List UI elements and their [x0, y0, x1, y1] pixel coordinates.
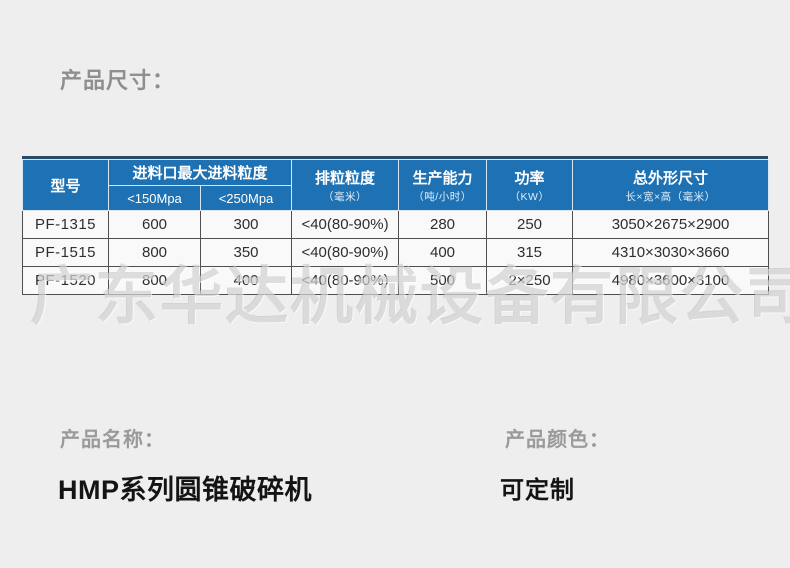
spec-table: 型号 进料口最大进料粒度 排粒粒度 （毫米） 生产能力 （吨/小时） 功率 （K… — [22, 156, 770, 295]
cell-size: 4980×3600×3100 — [572, 266, 770, 295]
cell-feed250: 300 — [199, 210, 293, 239]
header-discharge-unit: （毫米） — [323, 190, 368, 203]
header-size-unit: 长×宽×高（毫米） — [625, 190, 716, 203]
header-discharge: 排粒粒度 （毫米） — [291, 159, 400, 211]
cell-power: 315 — [486, 238, 574, 267]
cell-feed150: 800 — [108, 266, 201, 295]
cell-model: PF-1515 — [22, 238, 109, 267]
cell-model: PF-1520 — [22, 266, 109, 295]
cell-discharge: <40(80-90%) — [291, 210, 400, 239]
header-power-unit: （KW） — [509, 190, 550, 203]
cell-capacity: 500 — [398, 266, 488, 295]
header-size: 总外形尺寸 长×宽×高（毫米） — [572, 159, 770, 211]
cell-feed150: 800 — [108, 238, 201, 267]
cell-size: 4310×3030×3660 — [572, 238, 770, 267]
header-feed-group: 进料口最大进料粒度 — [107, 159, 293, 186]
cell-feed150: 600 — [108, 210, 201, 239]
cell-capacity: 280 — [398, 210, 488, 239]
cell-feed250: 350 — [199, 238, 293, 267]
cell-power: 250 — [486, 210, 574, 239]
product-color-value: 可定制 — [500, 477, 575, 504]
header-capacity-unit: （吨/小时） — [413, 190, 472, 203]
product-name-label: 产品名称： — [60, 429, 165, 451]
product-color-label: 产品颜色： — [505, 429, 610, 451]
table-row: PF-1315 600 300 <40(80-90%) 280 250 3050… — [22, 210, 770, 239]
cell-feed250: 400 — [199, 266, 293, 295]
cell-size: 3050×2675×2900 — [572, 210, 770, 239]
cell-power: 2×250 — [486, 266, 574, 295]
cell-capacity: 400 — [398, 238, 488, 267]
header-power: 功率 （KW） — [486, 159, 574, 211]
product-dimensions-label: 产品尺寸： — [60, 68, 176, 93]
cell-discharge: <40(80-90%) — [291, 238, 400, 267]
spec-table-body: PF-1315 600 300 <40(80-90%) 280 250 3050… — [22, 210, 770, 295]
product-name-value: HMP系列圆锥破碎机 — [58, 475, 312, 505]
header-feed-250: <250Mpa — [199, 185, 293, 211]
table-row: PF-1520 800 400 <40(80-90%) 500 2×250 49… — [22, 266, 770, 295]
header-model: 型号 — [22, 159, 109, 211]
table-row: PF-1515 800 350 <40(80-90%) 400 315 4310… — [22, 238, 770, 267]
header-feed-150: <150Mpa — [108, 185, 201, 211]
header-capacity: 生产能力 （吨/小时） — [398, 159, 488, 211]
cell-model: PF-1315 — [22, 210, 109, 239]
cell-discharge: <40(80-90%) — [291, 266, 400, 295]
spec-table-header: 型号 进料口最大进料粒度 排粒粒度 （毫米） 生产能力 （吨/小时） 功率 （K… — [22, 159, 770, 211]
